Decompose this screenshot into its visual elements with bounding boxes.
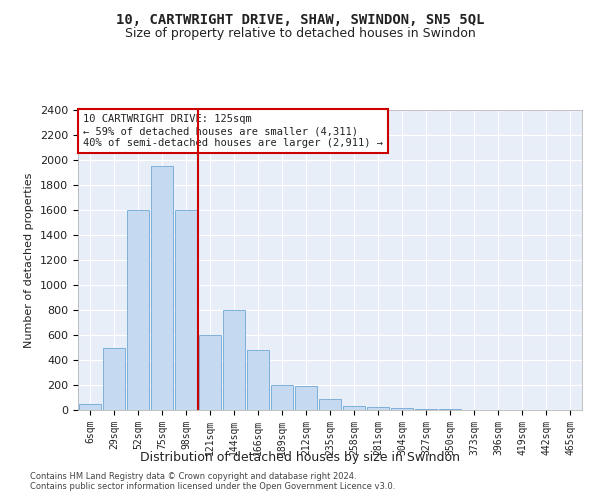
Bar — [367, 407, 389, 410]
Text: 10 CARTWRIGHT DRIVE: 125sqm
← 59% of detached houses are smaller (4,311)
40% of : 10 CARTWRIGHT DRIVE: 125sqm ← 59% of det… — [83, 114, 383, 148]
Bar — [127, 210, 149, 410]
Bar — [199, 335, 221, 410]
Bar — [223, 310, 245, 410]
Bar — [439, 409, 461, 410]
Bar — [415, 409, 437, 410]
Bar — [247, 350, 269, 410]
Bar — [391, 408, 413, 410]
Bar — [319, 400, 341, 410]
Bar — [295, 386, 317, 410]
Bar — [151, 166, 173, 410]
Bar — [79, 404, 101, 410]
Text: Contains HM Land Registry data © Crown copyright and database right 2024.: Contains HM Land Registry data © Crown c… — [30, 472, 356, 481]
Bar — [103, 348, 125, 410]
Bar — [271, 385, 293, 410]
Text: Distribution of detached houses by size in Swindon: Distribution of detached houses by size … — [140, 451, 460, 464]
Text: Contains public sector information licensed under the Open Government Licence v3: Contains public sector information licen… — [30, 482, 395, 491]
Text: 10, CARTWRIGHT DRIVE, SHAW, SWINDON, SN5 5QL: 10, CARTWRIGHT DRIVE, SHAW, SWINDON, SN5… — [116, 12, 484, 26]
Bar — [175, 210, 197, 410]
Bar — [343, 406, 365, 410]
Text: Size of property relative to detached houses in Swindon: Size of property relative to detached ho… — [125, 28, 475, 40]
Y-axis label: Number of detached properties: Number of detached properties — [25, 172, 34, 348]
